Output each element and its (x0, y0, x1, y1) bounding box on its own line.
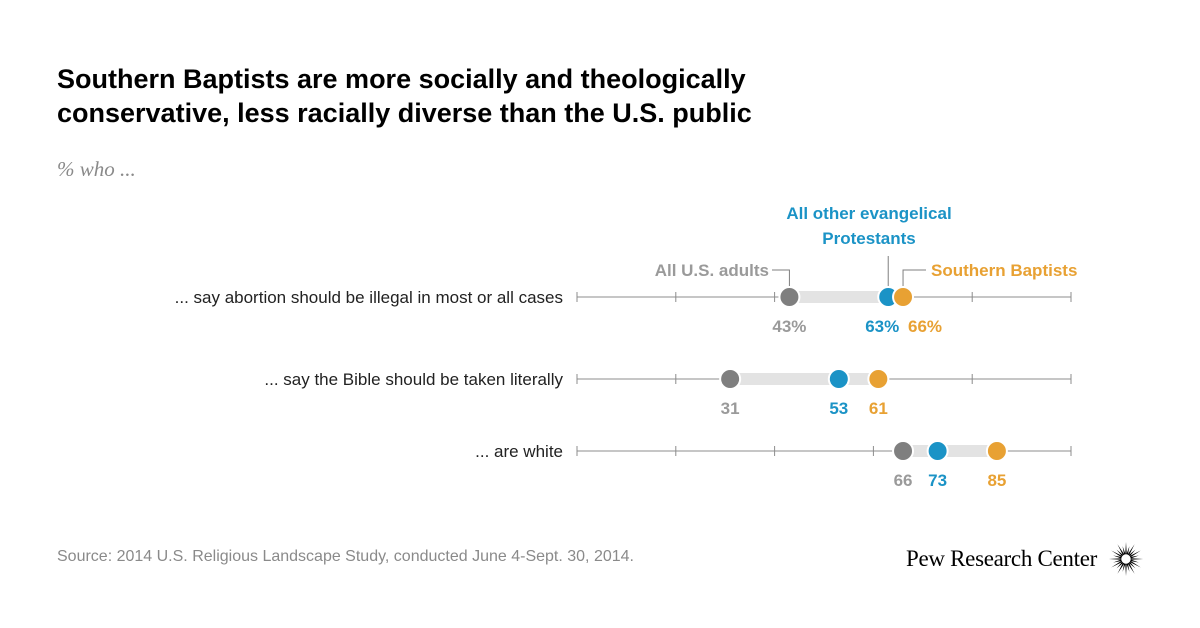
brand-name: Pew Research Center (905, 546, 1097, 571)
row-label: ... say the Bible should be taken litera… (264, 370, 563, 389)
legend-leader-baptists (902, 269, 926, 286)
row-label: ... are white (475, 442, 563, 461)
source-note: Source: 2014 U.S. Religious Landscape St… (57, 548, 634, 565)
legend-label-evangelical: All other evangelical (786, 204, 951, 223)
value-label-adults: 31 (721, 399, 740, 418)
sunburst-logo-icon (1108, 541, 1144, 577)
value-label-baptists: 85 (987, 471, 1006, 490)
dot-baptists (892, 286, 915, 308)
chart-subtitle: % who ... (57, 157, 136, 181)
dot-evangelical (827, 368, 850, 390)
value-label-adults: 66 (894, 471, 913, 490)
brand-logo: Pew Research Center (906, 540, 1145, 578)
row-label: ... say abortion should be illegal in mo… (175, 288, 563, 307)
legend-label-baptists: Southern Baptists (931, 261, 1077, 280)
dot-adults (719, 368, 742, 390)
value-label-evangelical: 53 (829, 399, 848, 418)
value-label-evangelical: 63% (865, 317, 899, 336)
dot-adults (778, 286, 801, 308)
value-label-baptists: 66% (908, 317, 942, 336)
legend-label-evangelical: Protestants (822, 229, 916, 248)
value-label-baptists: 61 (869, 399, 888, 418)
value-label-evangelical: 73 (928, 471, 947, 490)
value-label-adults: 43% (772, 317, 806, 336)
dot-evangelical (926, 440, 949, 462)
dot-baptists (867, 368, 890, 390)
legend-leader-adults (772, 269, 790, 286)
dot-adults (892, 440, 915, 462)
chart-title: Southern Baptists are more socially and … (57, 64, 752, 128)
legend-label-adults: All U.S. adults (655, 261, 769, 280)
dot-baptists (985, 440, 1008, 462)
